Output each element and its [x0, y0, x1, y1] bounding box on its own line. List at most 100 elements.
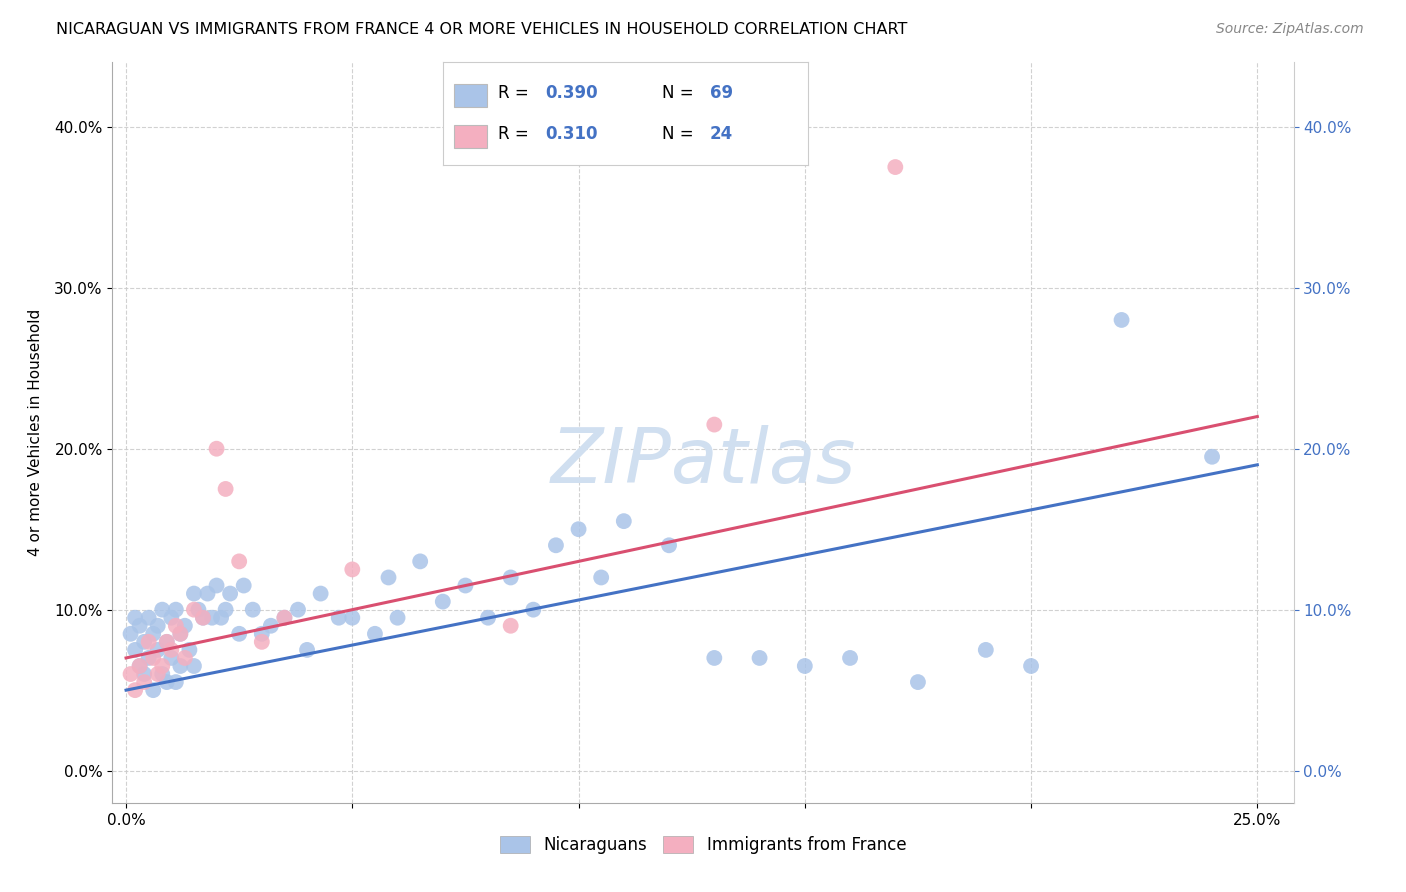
- Legend: Nicaraguans, Immigrants from France: Nicaraguans, Immigrants from France: [494, 830, 912, 861]
- Point: [201, 610, 224, 624]
- Point: [273, 610, 295, 624]
- Text: N =: N =: [662, 84, 699, 103]
- Point: [169, 659, 191, 673]
- Point: [150, 602, 173, 616]
- Point: [522, 602, 544, 616]
- Point: [228, 627, 250, 641]
- Point: [128, 659, 150, 673]
- Point: [156, 635, 179, 649]
- Point: [309, 586, 332, 600]
- Point: [134, 635, 156, 649]
- Point: [183, 586, 205, 600]
- Point: [703, 651, 725, 665]
- Point: [377, 570, 399, 584]
- Point: [183, 659, 205, 673]
- Point: [142, 683, 165, 698]
- Point: [134, 675, 156, 690]
- Point: [658, 538, 681, 552]
- Point: [748, 651, 770, 665]
- Point: [134, 667, 156, 681]
- Point: [839, 651, 862, 665]
- Point: [146, 619, 169, 633]
- Text: ZIPatlas: ZIPatlas: [550, 425, 856, 500]
- Text: 0.390: 0.390: [546, 84, 598, 103]
- Point: [287, 602, 309, 616]
- Point: [907, 675, 929, 690]
- Point: [228, 554, 250, 568]
- Point: [342, 610, 364, 624]
- Point: [432, 594, 454, 608]
- Point: [124, 643, 146, 657]
- Point: [250, 635, 273, 649]
- Text: 69: 69: [710, 84, 733, 103]
- Point: [173, 651, 195, 665]
- Point: [342, 562, 364, 576]
- Point: [128, 619, 150, 633]
- Point: [150, 667, 173, 681]
- Text: Source: ZipAtlas.com: Source: ZipAtlas.com: [1216, 22, 1364, 37]
- Point: [142, 627, 165, 641]
- Point: [173, 619, 195, 633]
- Point: [1019, 659, 1042, 673]
- Point: [1201, 450, 1223, 464]
- Text: R =: R =: [498, 125, 534, 144]
- Point: [183, 602, 205, 616]
- Point: [150, 659, 173, 673]
- Point: [260, 619, 283, 633]
- Point: [499, 570, 522, 584]
- Point: [191, 610, 214, 624]
- Point: [591, 570, 613, 584]
- Point: [793, 659, 815, 673]
- Point: [160, 643, 183, 657]
- Point: [328, 610, 350, 624]
- Point: [219, 586, 242, 600]
- Point: [165, 602, 187, 616]
- Point: [214, 482, 236, 496]
- Point: [156, 635, 179, 649]
- Point: [974, 643, 997, 657]
- Point: [146, 667, 169, 681]
- Y-axis label: 4 or more Vehicles in Household: 4 or more Vehicles in Household: [28, 309, 44, 557]
- Point: [165, 675, 187, 690]
- Point: [169, 627, 191, 641]
- Point: [187, 602, 209, 616]
- Bar: [454, 84, 486, 106]
- Point: [120, 667, 142, 681]
- Point: [197, 586, 219, 600]
- Point: [387, 610, 409, 624]
- Point: [273, 610, 295, 624]
- Point: [205, 442, 228, 456]
- Point: [142, 651, 165, 665]
- Point: [499, 619, 522, 633]
- Point: [169, 627, 191, 641]
- Point: [295, 643, 318, 657]
- Point: [138, 610, 160, 624]
- Point: [1111, 313, 1133, 327]
- Text: 0.310: 0.310: [546, 125, 598, 144]
- Point: [544, 538, 567, 552]
- Point: [703, 417, 725, 432]
- Point: [146, 643, 169, 657]
- Point: [124, 683, 146, 698]
- Text: 24: 24: [710, 125, 733, 144]
- Point: [232, 578, 254, 592]
- Point: [138, 635, 160, 649]
- Point: [205, 578, 228, 592]
- Point: [214, 602, 236, 616]
- Point: [179, 643, 201, 657]
- Point: [160, 610, 183, 624]
- Point: [120, 627, 142, 641]
- Point: [124, 610, 146, 624]
- Point: [884, 160, 907, 174]
- Point: [613, 514, 636, 528]
- Text: NICARAGUAN VS IMMIGRANTS FROM FRANCE 4 OR MORE VEHICLES IN HOUSEHOLD CORRELATION: NICARAGUAN VS IMMIGRANTS FROM FRANCE 4 O…: [56, 22, 908, 37]
- Text: R =: R =: [498, 84, 534, 103]
- Point: [454, 578, 477, 592]
- Point: [160, 651, 183, 665]
- Point: [156, 675, 179, 690]
- Point: [242, 602, 264, 616]
- Bar: [454, 125, 486, 147]
- Point: [165, 619, 187, 633]
- Point: [250, 627, 273, 641]
- Point: [409, 554, 432, 568]
